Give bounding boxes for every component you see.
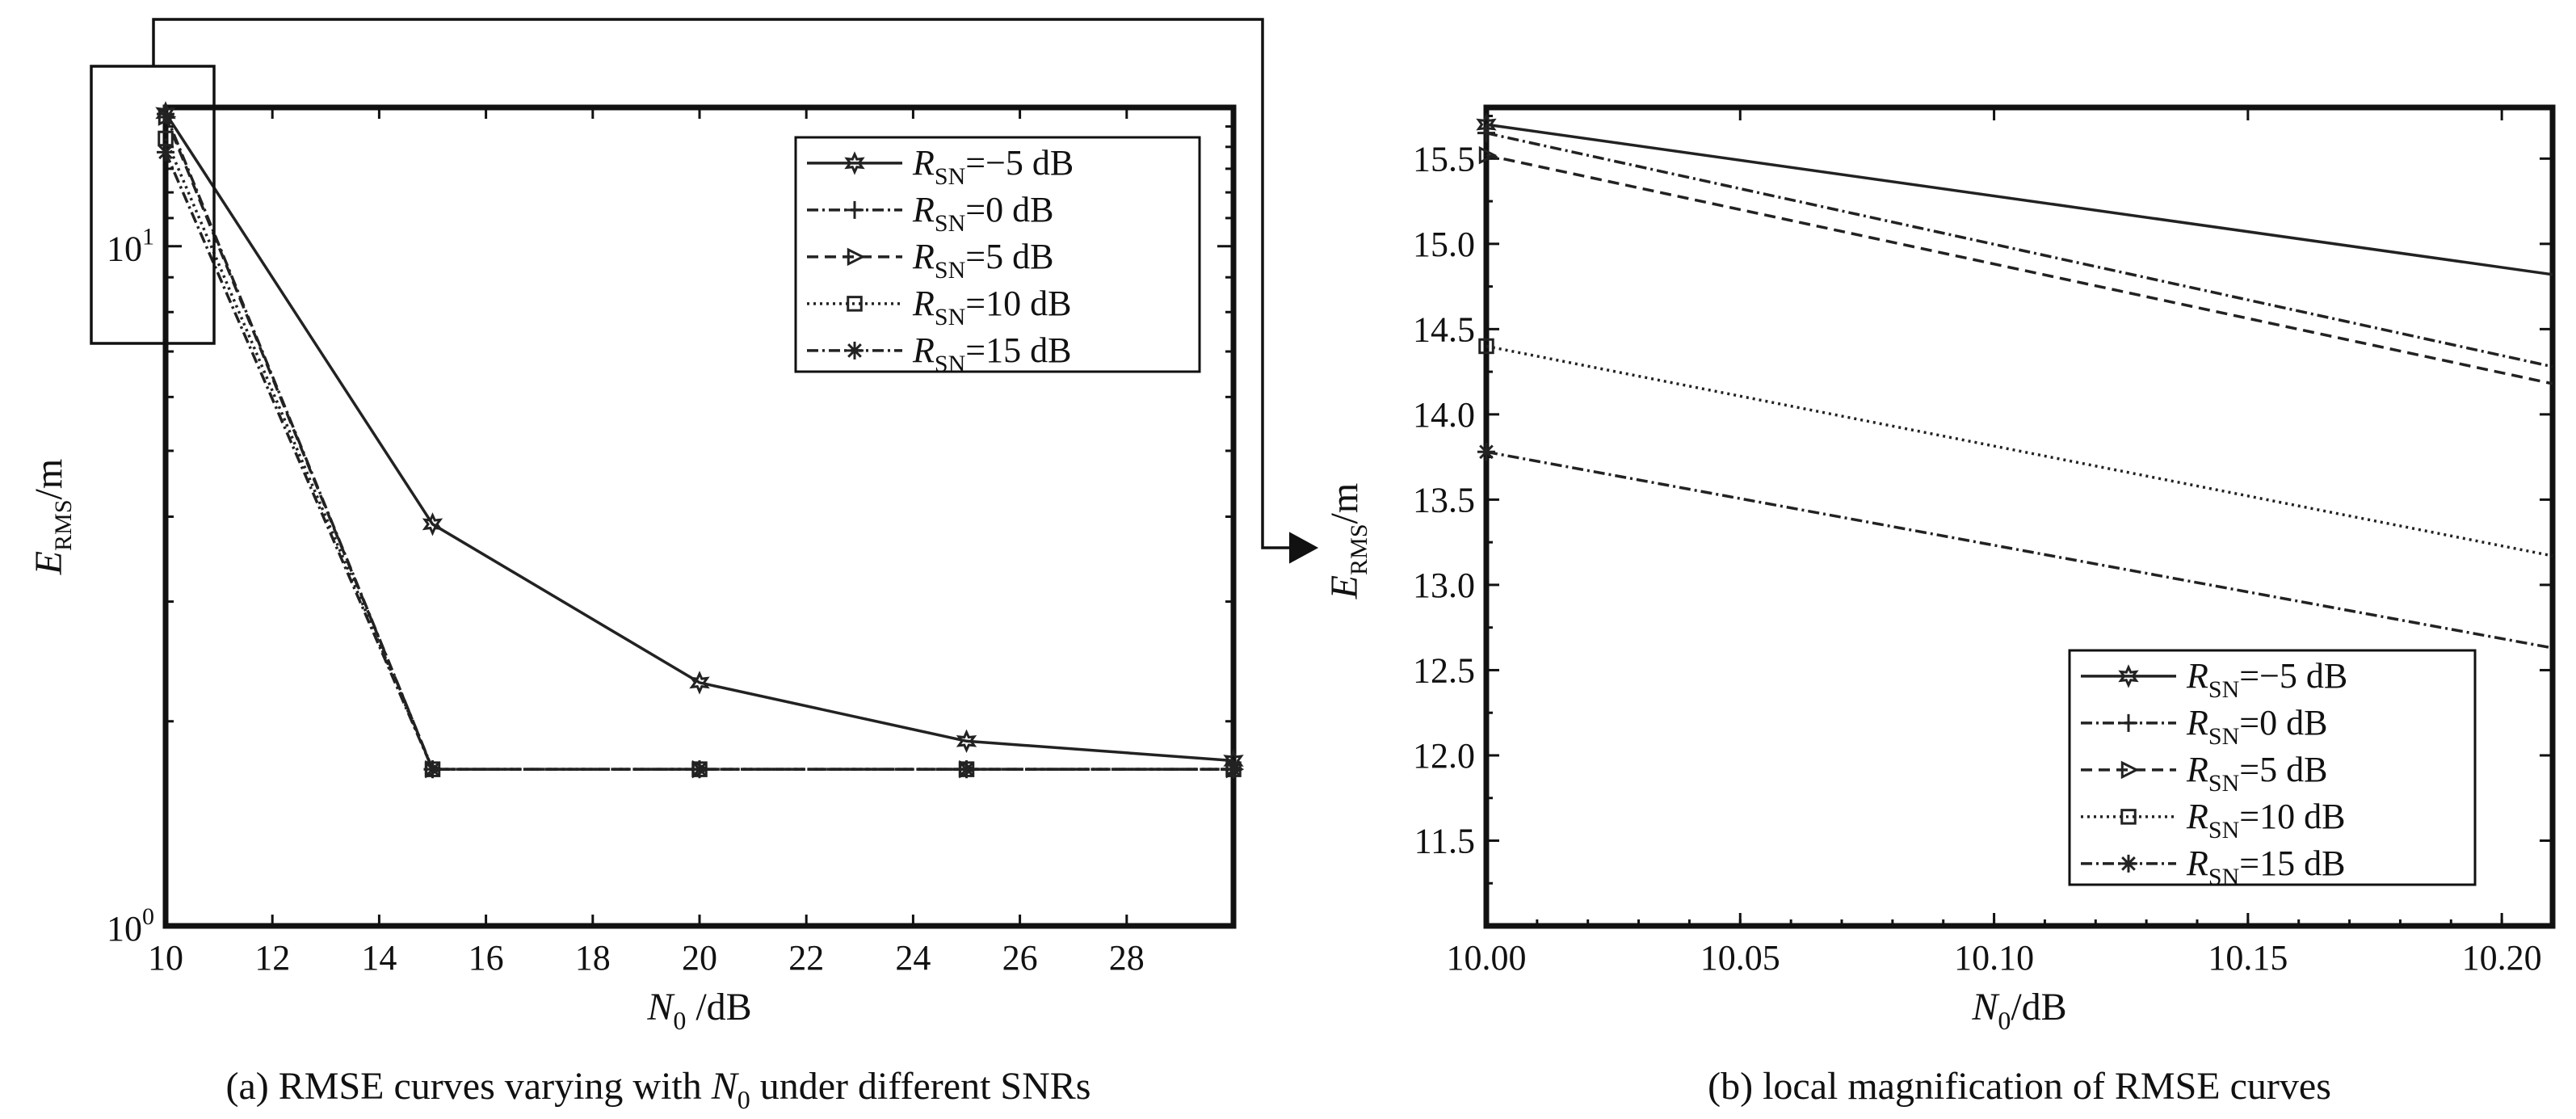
legend-label: RSN=−5 dB <box>912 143 1074 190</box>
caption-b: (b) local magnification of RMSE curves <box>1708 1065 2331 1108</box>
x-tick-label: 12 <box>254 938 290 978</box>
series-line <box>1486 123 2553 276</box>
x-tick-label: 22 <box>788 938 824 978</box>
legend-label: RSN=10 dB <box>912 284 1071 330</box>
series-line <box>1486 154 2553 385</box>
marker-square <box>847 296 863 312</box>
legend-item: RSN=5 dB <box>2081 750 2327 797</box>
marker-asterisk <box>1477 443 1495 461</box>
x-tick-label: 10 <box>148 938 183 978</box>
zoom-connector-line <box>152 18 1292 549</box>
marker-asterisk <box>691 760 708 779</box>
y-tick-label: 13.5 <box>1413 480 1475 520</box>
zoom-arrowhead <box>1289 532 1319 564</box>
legend-item: RSN=5 dB <box>807 237 1053 284</box>
y-tick-label: 11.5 <box>1414 821 1475 860</box>
legend-item: RSN=10 dB <box>2081 797 2345 843</box>
marker-triangle <box>158 107 177 126</box>
marker-square <box>1478 338 1494 355</box>
legend-label: RSN=5 dB <box>2186 750 2327 797</box>
x-tick-label: 26 <box>1002 938 1038 978</box>
legend-item: RSN=−5 dB <box>2081 656 2347 703</box>
x-tick-label: 14 <box>361 938 397 978</box>
series-5 <box>1477 443 2553 650</box>
marker-asterisk <box>2120 854 2137 873</box>
chart-b: 10.00 10.05 10.10 10.15 10.20 11.5 12.0 12.5 13.… <box>1323 104 2556 1108</box>
marker-plus <box>846 200 864 219</box>
series-line <box>164 116 1233 771</box>
chart-a: 10 12 14 16 18 20 22 24 26 28 100 101 RSN=−5 dBRSN=0… <box>27 101 1245 1114</box>
y-tick-label: 14.0 <box>1413 395 1475 435</box>
marker-plus <box>2120 713 2137 732</box>
series-line <box>164 111 1234 763</box>
x-tick-label: 20 <box>682 938 717 978</box>
x-axis-label: N0/dB <box>1971 986 2066 1035</box>
series-3 <box>1478 145 2553 385</box>
legend-item: RSN=0 dB <box>2081 703 2327 750</box>
x-tick-label: 28 <box>1109 938 1145 978</box>
x-tick-label: 24 <box>895 938 931 978</box>
marker-asterisk <box>957 760 976 779</box>
y-tick-label: 14.5 <box>1413 309 1475 349</box>
marker-star <box>422 512 443 536</box>
marker-asterisk <box>846 341 864 360</box>
x-tick-label: 10.20 <box>2462 938 2542 978</box>
x-tick-label: 10.05 <box>1700 938 1780 978</box>
legend-label: RSN=−5 dB <box>2186 656 2347 703</box>
series-line <box>1486 450 2553 650</box>
series-2 <box>1477 124 2553 368</box>
x-tick-label: 10.10 <box>1954 938 2034 978</box>
y-tick-label: 12.0 <box>1413 736 1475 776</box>
legend-item: RSN=10 dB <box>807 284 1071 330</box>
series-4 <box>1478 338 2553 557</box>
marker-plus <box>1477 124 1495 142</box>
legend-label: RSN=10 dB <box>2186 797 2345 843</box>
marker-asterisk <box>1225 760 1242 779</box>
legend-label: RSN=15 dB <box>2186 843 2345 890</box>
marker-asterisk <box>157 143 174 162</box>
series-5 <box>157 143 1242 779</box>
series-1 <box>1476 112 2553 276</box>
marker-star <box>956 729 977 753</box>
marker-triangle <box>847 247 866 267</box>
legend-box <box>2068 649 2477 886</box>
series-line <box>1486 344 2553 557</box>
y-tick-label: 101 <box>107 224 154 269</box>
y-tick-label: 15.0 <box>1413 225 1475 264</box>
y-axis-label: ERMS/m <box>1323 483 1372 599</box>
y-tick-label: 12.5 <box>1413 650 1475 690</box>
marker-triangle <box>2120 760 2140 780</box>
legend-item: RSN=15 dB <box>807 330 1071 377</box>
marker-square <box>2120 809 2137 825</box>
x-tick-label: 10.00 <box>1447 938 1527 978</box>
x-tick-label: 18 <box>575 938 611 978</box>
y-tick-label: 13.0 <box>1413 566 1475 605</box>
y-tick-label: 15.5 <box>1413 139 1475 179</box>
y-tick-label: 100 <box>107 903 154 949</box>
x-tick-label: 16 <box>469 938 504 978</box>
x-axis-label: N0 /dB <box>646 986 751 1035</box>
marker-star <box>689 671 710 695</box>
legend-label: RSN=0 dB <box>2186 703 2327 750</box>
legend-item: RSN=−5 dB <box>807 143 1074 190</box>
series-line <box>1486 131 2553 368</box>
plot-area-frame <box>1483 104 2556 929</box>
legend-label: RSN=15 dB <box>912 330 1071 377</box>
marker-asterisk <box>423 760 442 779</box>
marker-triangle <box>1478 145 1498 165</box>
legend-item: RSN=15 dB <box>2081 843 2345 890</box>
legend-box <box>794 136 1201 373</box>
zoom-annotation <box>90 18 1319 564</box>
marker-star <box>2118 664 2139 688</box>
y-axis-label: ERMS/m <box>27 459 77 575</box>
caption-a: (a) RMSE curves varying with N0 under di… <box>226 1065 1091 1114</box>
legend-label: RSN=0 dB <box>912 190 1053 237</box>
legend-label: RSN=5 dB <box>912 237 1053 284</box>
x-tick-label: 10.15 <box>2208 938 2288 978</box>
marker-star <box>844 151 865 175</box>
legend-item: RSN=0 dB <box>807 190 1053 237</box>
